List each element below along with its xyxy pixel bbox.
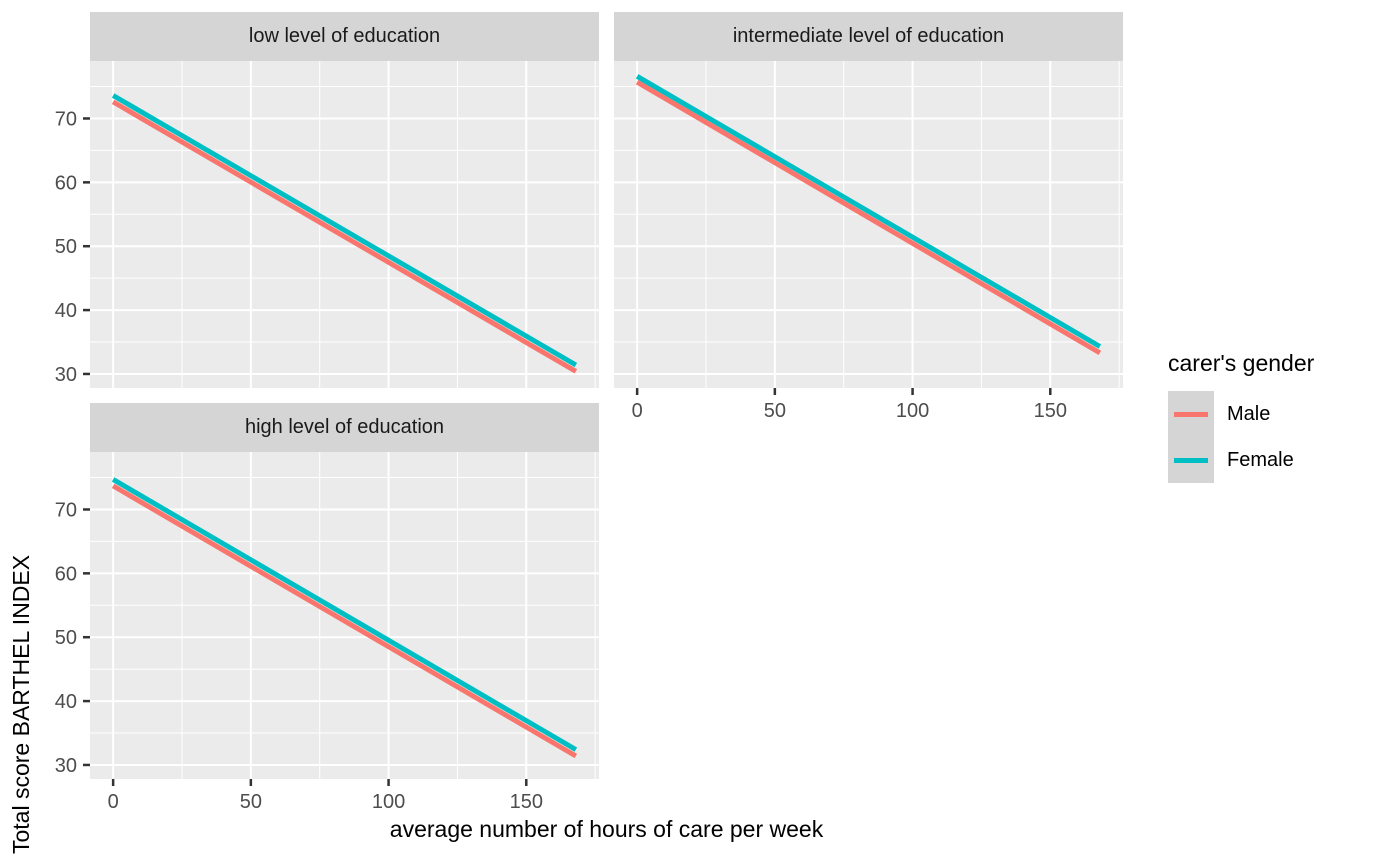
y-axis-title: Total score BARTHEL INDEX	[8, 554, 34, 854]
facet-strip: high level of education	[90, 403, 599, 452]
legend-item-label: Male	[1227, 402, 1271, 425]
legend-item-label: Female	[1227, 448, 1294, 471]
legend-item: Female	[1168, 437, 1314, 483]
legend-key-line-icon	[1174, 411, 1208, 417]
facet-panel: 70 60 50 40 30	[55, 61, 599, 388]
y-tick-label: 40	[55, 300, 77, 322]
legend-key-line-icon	[1174, 457, 1208, 463]
x-tick-label: 0	[108, 791, 119, 813]
y-tick-label: 50	[55, 627, 77, 649]
x-tick-label: 100	[372, 791, 405, 813]
legend-title: carer's gender	[1168, 350, 1315, 376]
y-tick-label: 30	[55, 755, 77, 777]
line-male	[635, 79, 1102, 356]
y-tick-label: 50	[55, 236, 77, 258]
x-tick-label: 100	[896, 400, 929, 422]
legend-item: Male	[1168, 391, 1314, 437]
y-tick-label: 30	[55, 364, 77, 386]
x-tick-label: 150	[510, 791, 543, 813]
facet-panel: 70 60 50 40 30 0 50 100 150	[55, 452, 599, 813]
x-tick-label: 0	[632, 400, 643, 422]
facet-strip-label: high level of education	[244, 416, 445, 438]
legend-items: Male Female	[1168, 391, 1314, 483]
legend: carer's gender Male Female	[1168, 350, 1314, 483]
line-female	[635, 74, 1102, 349]
line-male	[111, 483, 578, 759]
facet-strip-label: intermediate level of education	[732, 25, 1005, 47]
line-male	[111, 99, 578, 374]
x-axis-title: average number of hours of care per week	[389, 816, 824, 842]
y-tick-label: 70	[55, 499, 77, 521]
facet-panel: 0 50 100 150	[614, 61, 1123, 422]
facet-strip: low level of education	[90, 12, 599, 61]
line-female	[111, 93, 578, 368]
y-tick-label: 60	[55, 563, 77, 585]
x-tick-label: 50	[240, 791, 262, 813]
facet-strip-label: low level of education	[248, 25, 441, 47]
legend-key	[1168, 437, 1214, 483]
x-tick-label: 150	[1034, 400, 1067, 422]
x-tick-label: 50	[764, 400, 786, 422]
y-tick-label: 40	[55, 691, 77, 713]
line-female	[111, 477, 578, 752]
facet-strip: intermediate level of education	[614, 12, 1123, 61]
y-tick-label: 70	[55, 108, 77, 130]
legend-key	[1168, 391, 1214, 437]
y-tick-label: 60	[55, 172, 77, 194]
